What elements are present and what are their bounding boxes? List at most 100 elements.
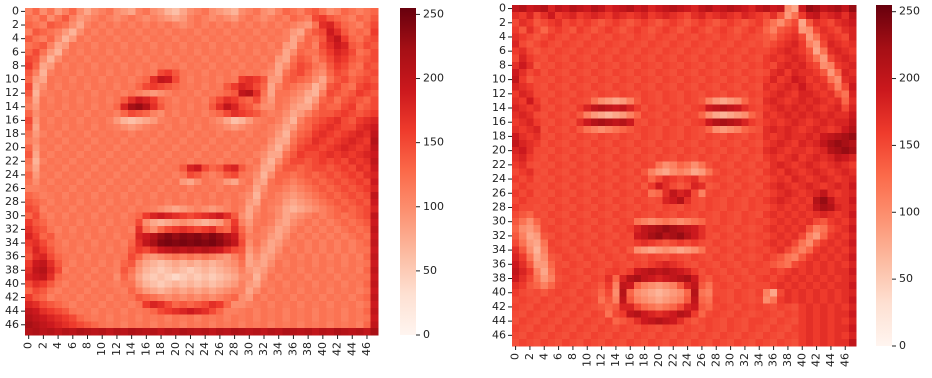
cell	[297, 274, 305, 281]
cell	[224, 110, 232, 117]
cell	[282, 240, 290, 247]
cell	[32, 69, 40, 76]
cell	[135, 253, 143, 260]
cell	[526, 218, 534, 226]
cell	[290, 199, 298, 206]
cell	[121, 206, 129, 213]
cell	[727, 168, 735, 176]
cell	[268, 8, 276, 15]
cell	[577, 48, 585, 56]
cell	[598, 339, 606, 347]
cell	[577, 303, 585, 311]
cell	[519, 62, 527, 70]
cell	[519, 268, 527, 276]
cell	[209, 90, 217, 97]
cell	[720, 97, 728, 105]
cell	[157, 206, 165, 213]
cell	[32, 294, 40, 301]
cell	[820, 168, 828, 176]
cell	[741, 48, 749, 56]
cell	[655, 204, 663, 212]
cell	[763, 83, 771, 91]
cell	[165, 110, 173, 117]
cell	[555, 97, 563, 105]
cell	[304, 206, 312, 213]
cell	[620, 275, 628, 283]
cell	[792, 218, 800, 226]
cell	[356, 151, 364, 158]
cell	[792, 147, 800, 155]
cell	[842, 325, 850, 333]
cell	[598, 183, 606, 191]
cell	[334, 260, 342, 267]
cell	[591, 97, 599, 105]
cell	[363, 287, 371, 294]
cell	[770, 225, 778, 233]
cell	[253, 63, 261, 70]
cell	[143, 240, 151, 247]
cell	[113, 321, 121, 328]
cell	[577, 218, 585, 226]
cell	[363, 90, 371, 97]
cell	[713, 26, 721, 34]
cell	[663, 275, 671, 283]
cell	[62, 137, 70, 144]
cell	[806, 239, 814, 247]
cell	[76, 185, 84, 192]
cell	[806, 126, 814, 134]
cell	[150, 158, 158, 165]
cell	[40, 90, 48, 97]
cell	[770, 126, 778, 134]
cell	[231, 212, 239, 219]
cell	[727, 5, 735, 13]
cell	[47, 22, 55, 29]
cell	[202, 165, 210, 172]
cell	[312, 22, 320, 29]
cell	[69, 267, 77, 274]
cell	[106, 110, 114, 117]
cell	[62, 110, 70, 117]
cell	[150, 124, 158, 131]
cell	[577, 69, 585, 77]
cell	[297, 253, 305, 260]
cell	[202, 137, 210, 144]
cell	[820, 204, 828, 212]
cell	[40, 76, 48, 83]
cell	[620, 140, 628, 148]
cell	[519, 204, 527, 212]
cell	[172, 206, 180, 213]
cell	[216, 103, 224, 110]
cell	[784, 55, 792, 63]
cell	[334, 199, 342, 206]
cell	[569, 325, 577, 333]
cell	[627, 332, 635, 340]
cell	[670, 161, 678, 169]
cell	[784, 5, 792, 13]
cell	[363, 69, 371, 76]
cell	[799, 19, 807, 27]
cell	[555, 90, 563, 98]
cell	[54, 219, 62, 226]
cell	[827, 55, 835, 63]
cell	[150, 199, 158, 206]
cell	[231, 294, 239, 301]
cell	[512, 197, 520, 205]
cell	[312, 42, 320, 49]
cell	[634, 239, 642, 247]
cell	[297, 260, 305, 267]
cell	[319, 321, 327, 328]
cell	[209, 294, 217, 301]
cell	[327, 315, 335, 322]
cell	[663, 161, 671, 169]
x-tick-label: 22	[183, 342, 196, 356]
cell	[304, 294, 312, 301]
cell	[106, 56, 114, 63]
cell	[157, 321, 165, 328]
cell	[820, 261, 828, 269]
cell	[327, 144, 335, 151]
cell	[634, 218, 642, 226]
cell	[187, 56, 195, 63]
cell	[282, 308, 290, 315]
cell	[172, 308, 180, 315]
cell	[605, 289, 613, 297]
